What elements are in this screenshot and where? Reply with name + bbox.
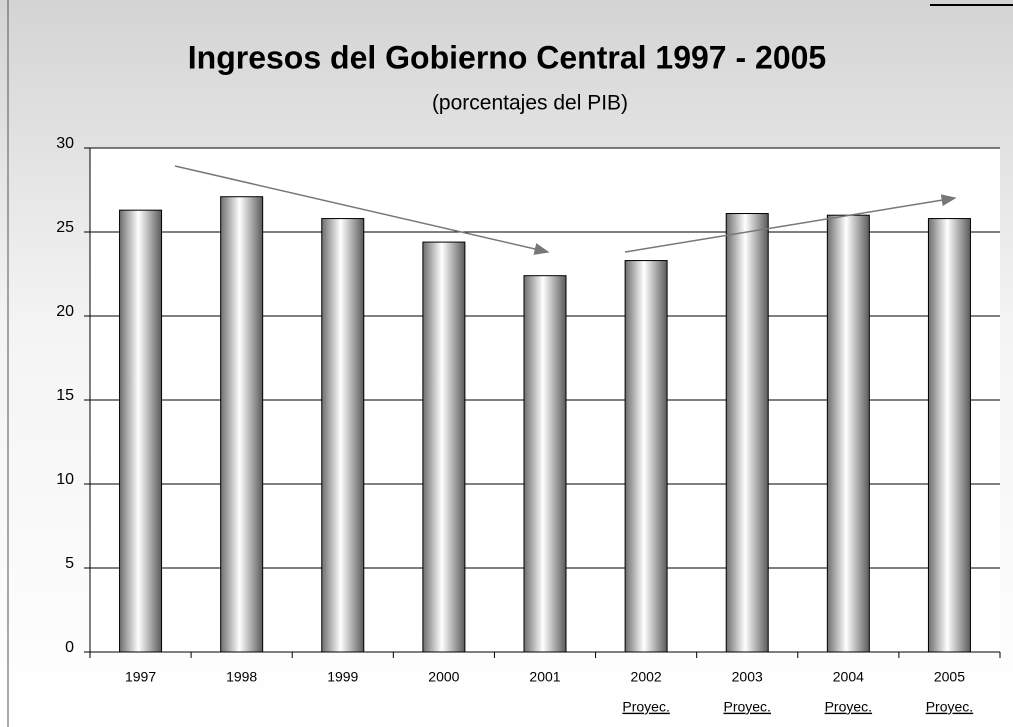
y-tick-label: 15 — [56, 387, 74, 404]
bar — [422, 241, 466, 653]
chart-title: Ingresos del Gobierno Central 1997 - 200… — [188, 39, 826, 75]
bar — [927, 218, 971, 653]
y-tick-label: 25 — [56, 219, 74, 236]
x-tick-sublabel: Proyec. — [825, 699, 872, 715]
trend-arrow — [624, 194, 957, 253]
x-tick-sublabel: Proyec. — [723, 699, 770, 715]
bar — [624, 260, 668, 653]
x-tick-label: 1999 — [327, 669, 358, 685]
chart-subtitle: (porcentajes del PIB) — [432, 92, 628, 115]
x-tick-label: 2002 — [631, 669, 662, 685]
bar — [220, 196, 264, 653]
bar — [826, 214, 870, 653]
x-tick-sublabel: Proyec. — [926, 699, 973, 715]
bar — [321, 218, 365, 653]
y-tick-label: 30 — [56, 135, 74, 152]
x-tick-label: 1998 — [226, 669, 257, 685]
y-tick-label: 5 — [65, 555, 74, 572]
bar — [725, 213, 769, 653]
x-tick-label: 2000 — [428, 669, 459, 685]
y-tick-label: 10 — [56, 471, 74, 488]
x-tick-label: 2004 — [833, 669, 864, 685]
trend-arrow — [174, 165, 550, 255]
x-tick-label: 2001 — [529, 669, 560, 685]
x-tick-label: 2005 — [934, 669, 965, 685]
bar — [119, 209, 163, 653]
y-tick-label: 0 — [65, 639, 74, 656]
x-tick-label: 2003 — [732, 669, 763, 685]
y-tick-label: 20 — [56, 303, 74, 320]
x-tick-label: 1997 — [125, 669, 156, 685]
x-tick-sublabel: Proyec. — [622, 699, 669, 715]
plot: 0 5 10 15 20 25 30 1997 1998 1999 2000 2001 2002 Proy… — [56, 135, 1001, 715]
bar — [523, 275, 567, 653]
